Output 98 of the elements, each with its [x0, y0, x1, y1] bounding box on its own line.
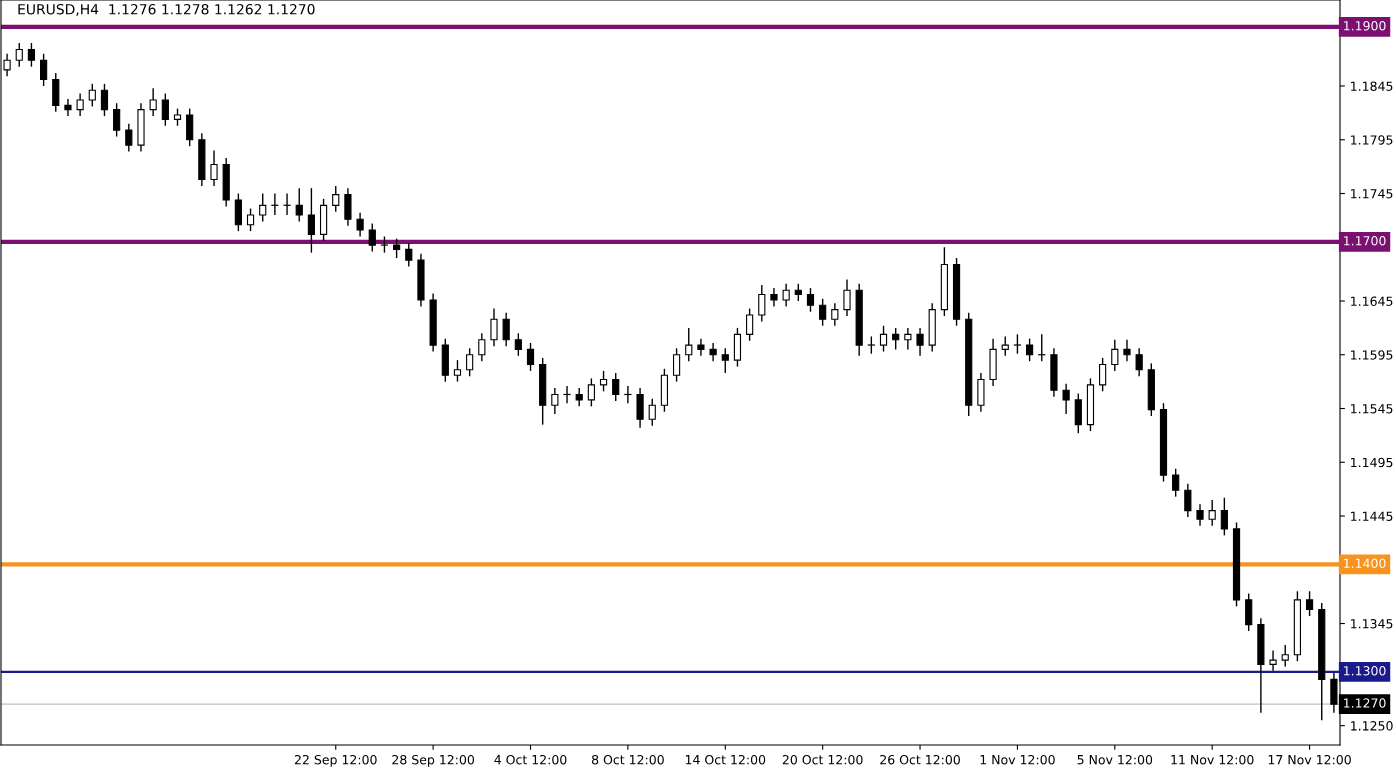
candlestick	[307, 187, 316, 254]
x-tick-label: 28 Sep 12:00	[392, 754, 475, 767]
candlestick	[490, 307, 498, 347]
candlestick	[1281, 644, 1289, 668]
candlestick	[478, 332, 486, 362]
x-tick-label: 20 Oct 12:00	[782, 754, 863, 765]
ref-line-label: 1.1400	[1344, 558, 1386, 569]
candlestick	[1013, 333, 1022, 355]
candlestick	[1135, 347, 1143, 377]
candlestick	[904, 327, 912, 351]
candlestick	[563, 385, 571, 404]
candlestick	[587, 377, 595, 408]
x-tick-label: 4 Oct 12:00	[494, 754, 567, 765]
x-tick-label: 22 Sep 12:00	[294, 754, 377, 767]
candlestick	[758, 284, 766, 323]
ref-line-label: 1.1900	[1344, 21, 1386, 31]
y-tick-label: 1.1845	[1351, 81, 1393, 91]
y-tick-label: 1.1345	[1351, 618, 1393, 629]
candlestick	[612, 372, 620, 402]
x-tick-label: 26 Oct 12:00	[880, 754, 960, 765]
candlestick	[1269, 649, 1277, 672]
candlestick	[271, 192, 279, 216]
candlestick	[1172, 468, 1180, 498]
candlestick	[770, 287, 778, 308]
candlestick	[575, 387, 583, 408]
candlestick	[40, 53, 48, 87]
ref-line-label: 1.1270	[1344, 698, 1386, 708]
y-tick-label: 1.1645	[1351, 296, 1393, 306]
candlestick	[76, 92, 84, 117]
candlestick	[721, 347, 729, 374]
candlestick	[672, 347, 681, 383]
candlestick	[843, 278, 851, 317]
candlestick	[1220, 497, 1228, 537]
candlestick	[149, 87, 157, 117]
chart-title: EURUSD,H4 1.1276 1.1278 1.1262 1.1270	[18, 3, 315, 16]
y-tick-label: 1.1545	[1351, 404, 1393, 414]
candlestick	[393, 237, 401, 259]
y-tick-label: 1.1795	[1351, 135, 1393, 145]
candlestick	[100, 83, 109, 117]
candlestick	[332, 185, 340, 213]
candlestick	[1099, 357, 1107, 393]
candlestick	[1196, 503, 1204, 527]
candlestick	[819, 298, 827, 327]
candlestick	[1305, 590, 1314, 617]
candlestick	[685, 327, 693, 362]
candlestick	[831, 302, 839, 327]
candlestick	[782, 283, 790, 308]
candlestick	[1208, 499, 1216, 527]
candlestick	[806, 287, 815, 313]
x-tick-label: 8 Oct 12:00	[591, 754, 664, 765]
candlestick	[210, 149, 218, 187]
candlestick	[466, 347, 474, 377]
candlestick	[88, 83, 96, 108]
candlestick	[697, 337, 705, 357]
x-tick-label: 1 Nov 12:00	[980, 754, 1055, 765]
candlestick	[1025, 337, 1034, 362]
candlestick	[295, 187, 303, 223]
candlestick	[368, 222, 376, 253]
x-tick-label: 5 Nov 12:00	[1077, 754, 1153, 765]
candlestick	[15, 42, 23, 68]
candlestick	[246, 207, 255, 232]
candlestick	[259, 192, 267, 223]
candlestick	[624, 385, 632, 404]
candlestick	[648, 398, 656, 427]
candlestick	[879, 325, 888, 353]
candlestick	[27, 42, 36, 68]
candlestick	[1111, 339, 1119, 372]
candlestick	[916, 327, 924, 357]
candlestick	[514, 332, 522, 357]
candlestick	[453, 359, 462, 383]
candlestick	[1184, 483, 1192, 518]
y-tick-label: 1.1445	[1351, 511, 1393, 521]
candlestick	[161, 92, 169, 127]
candlestick	[1001, 335, 1009, 357]
candlestick	[551, 387, 559, 415]
x-tick-label: 11 Nov 12:00	[1171, 754, 1254, 765]
y-tick-label: 1.1745	[1351, 189, 1393, 199]
candlestick	[1062, 383, 1070, 415]
x-tick-label: 17 Nov 12:00	[1268, 754, 1351, 765]
candlestick	[746, 307, 754, 342]
candlestick	[892, 327, 900, 351]
ref-line-label: 1.1300	[1344, 666, 1386, 676]
y-tick-label: 1.1495	[1351, 457, 1393, 468]
y-tick-label: 1.1250	[1351, 721, 1393, 731]
candlestick	[526, 342, 535, 372]
candlestick	[125, 122, 133, 153]
y-tick-label: 1.1595	[1351, 350, 1393, 360]
candlestick	[502, 312, 510, 347]
candlestick	[1123, 339, 1131, 362]
ref-line-label: 1.1700	[1344, 236, 1386, 246]
candlestick	[405, 242, 413, 268]
candlestick	[709, 342, 717, 362]
candlestick	[113, 102, 121, 138]
candlestick	[356, 212, 364, 238]
candlestick	[283, 192, 291, 216]
candlestick	[64, 98, 72, 117]
x-tick-label: 14 Oct 12:00	[685, 754, 766, 765]
candlestick	[599, 370, 608, 393]
